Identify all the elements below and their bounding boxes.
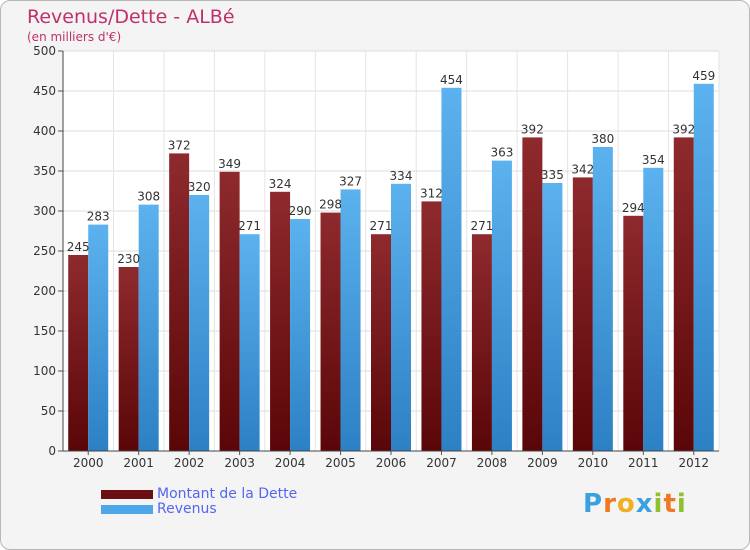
bar-debt <box>371 234 391 451</box>
bar-debt <box>673 137 694 451</box>
chart-title: Revenus/Dette - ALBé <box>27 6 235 28</box>
data-label-debt: 342 <box>571 162 594 176</box>
data-label-revenue: 363 <box>490 146 513 160</box>
data-label-revenue: 308 <box>137 190 160 204</box>
y-tick-label: 400 <box>33 124 56 138</box>
legend-swatch-revenue <box>101 505 153 514</box>
y-tick-label: 300 <box>33 204 56 218</box>
x-tick-label: 2004 <box>275 456 306 470</box>
data-label-debt: 271 <box>370 219 393 233</box>
legend-swatch-debt <box>101 490 153 499</box>
x-tick-label: 2008 <box>477 456 508 470</box>
bar-revenue <box>88 224 109 451</box>
y-tick-label: 200 <box>33 284 56 298</box>
bar-debt <box>118 267 139 451</box>
data-label-revenue: 380 <box>591 132 614 146</box>
bar-revenue <box>542 183 563 451</box>
data-label-debt: 245 <box>67 240 90 254</box>
y-tick-label: 0 <box>48 444 56 458</box>
x-tick-label: 2010 <box>578 456 609 470</box>
bar-revenue <box>340 189 361 451</box>
data-label-revenue: 335 <box>541 168 564 182</box>
bar-revenue <box>189 195 210 451</box>
logo-letter: i <box>653 489 664 519</box>
x-tick-label: 2007 <box>426 456 457 470</box>
y-tick-label: 100 <box>33 364 56 378</box>
y-tick-label: 450 <box>33 84 56 98</box>
bar-debt <box>421 201 442 451</box>
data-label-debt: 294 <box>622 201 645 215</box>
bar-revenue <box>643 167 664 452</box>
data-label-revenue: 459 <box>692 69 715 83</box>
bar-debt <box>169 153 190 451</box>
x-tick-label: 2011 <box>628 456 659 470</box>
data-label-revenue: 354 <box>642 153 665 167</box>
y-tick-label: 50 <box>41 404 56 418</box>
data-label-revenue: 320 <box>188 180 211 194</box>
logo-letter: x <box>635 489 654 519</box>
bar-revenue <box>391 183 411 452</box>
y-tick-label: 150 <box>33 324 56 338</box>
bar-debt <box>68 255 89 451</box>
legend-label-debt: Montant de la Dette <box>157 486 298 502</box>
bar-debt <box>320 212 341 451</box>
x-tick-label: 2005 <box>325 456 356 470</box>
bar-debt <box>219 171 240 452</box>
logo-letter: i <box>676 489 687 519</box>
bar-revenue <box>441 87 462 452</box>
bar-debt <box>270 191 291 452</box>
data-label-debt: 271 <box>470 219 493 233</box>
bar-revenue <box>491 160 512 451</box>
data-label-debt: 298 <box>319 198 342 212</box>
bar-revenue <box>693 83 714 452</box>
data-label-debt: 372 <box>168 138 191 152</box>
y-tick-label: 350 <box>33 164 56 178</box>
data-label-revenue: 283 <box>87 210 110 224</box>
bar-debt <box>471 234 492 451</box>
x-tick-label: 2006 <box>376 456 407 470</box>
bar-revenue <box>138 204 159 451</box>
data-label-revenue: 454 <box>440 73 463 87</box>
data-label-revenue: 334 <box>390 169 413 183</box>
x-tick-label: 2001 <box>123 456 154 470</box>
x-tick-label: 2009 <box>527 456 558 470</box>
bar-revenue <box>592 147 613 451</box>
logo-letter: t <box>663 489 677 519</box>
bar-revenue <box>239 234 260 451</box>
x-tick-label: 2002 <box>174 456 205 470</box>
logo-letter: o <box>616 489 636 519</box>
data-label-revenue: 290 <box>289 204 312 218</box>
logo-letter: r <box>603 489 617 519</box>
bar-debt <box>623 215 644 451</box>
data-label-debt: 392 <box>521 122 544 136</box>
proxiti-logo: Proxiti <box>583 489 687 519</box>
data-label-debt: 312 <box>420 186 443 200</box>
x-tick-label: 2000 <box>73 456 104 470</box>
bar-revenue <box>290 219 311 451</box>
x-tick-label: 2003 <box>224 456 255 470</box>
y-tick-label: 250 <box>33 244 56 258</box>
bar-debt <box>572 177 593 451</box>
data-label-revenue: 327 <box>339 174 362 188</box>
data-label-debt: 349 <box>218 157 241 171</box>
data-label-debt: 324 <box>269 177 292 191</box>
y-tick-label: 500 <box>33 44 56 58</box>
x-tick-label: 2012 <box>678 456 709 470</box>
chart-subtitle: (en milliers d'€) <box>27 30 122 44</box>
data-label-debt: 230 <box>117 252 140 266</box>
bar-debt <box>522 137 543 451</box>
data-label-debt: 392 <box>672 122 695 136</box>
data-label-revenue: 271 <box>238 219 261 233</box>
legend-label-revenue: Revenus <box>157 501 217 517</box>
logo-letter: P <box>583 489 604 519</box>
